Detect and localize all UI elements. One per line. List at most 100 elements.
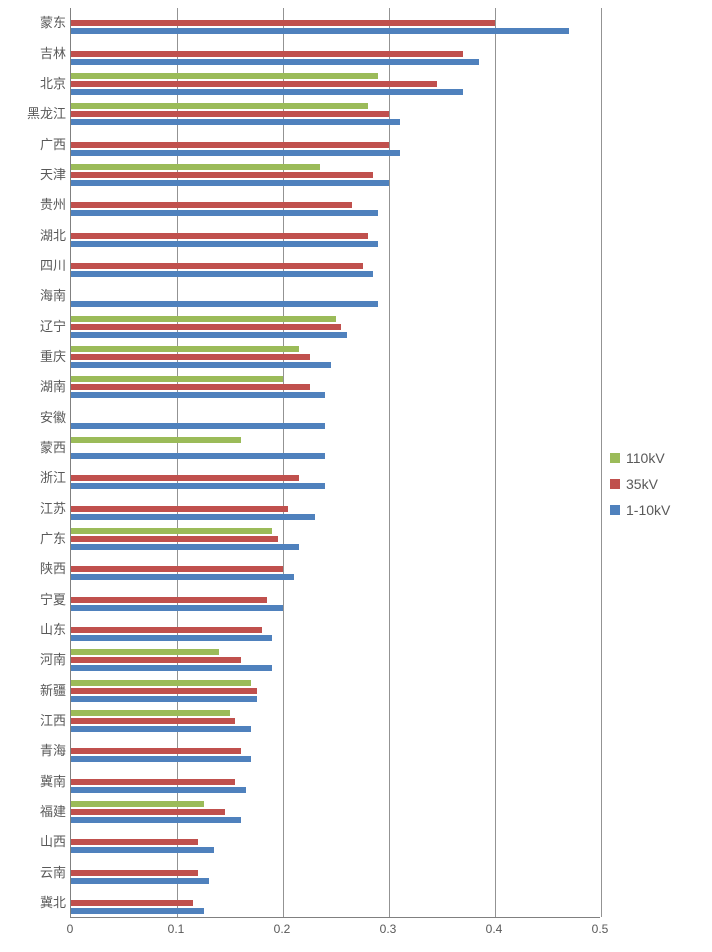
y-tick-label: 广东 — [2, 532, 66, 545]
y-tick-label: 山西 — [2, 835, 66, 848]
y-tick-label: 蒙东 — [2, 16, 66, 29]
bar — [71, 908, 204, 914]
bar — [71, 263, 363, 269]
bar — [71, 566, 283, 572]
bar — [71, 150, 400, 156]
bar — [71, 354, 310, 360]
bar — [71, 688, 257, 694]
y-tick-label: 冀南 — [2, 775, 66, 788]
x-tick-label: 0.4 — [486, 922, 503, 936]
bar — [71, 59, 479, 65]
y-tick-label: 天津 — [2, 168, 66, 181]
bar — [71, 89, 463, 95]
legend-item: 35kV — [610, 476, 670, 492]
y-tick-label: 青海 — [2, 744, 66, 757]
bar — [71, 51, 463, 57]
bar — [71, 362, 331, 368]
bar — [71, 81, 437, 87]
x-tick-label: 0.1 — [168, 922, 185, 936]
y-tick-label: 湖南 — [2, 380, 66, 393]
bar — [71, 839, 198, 845]
bar — [71, 718, 235, 724]
bar — [71, 376, 283, 382]
bar — [71, 453, 325, 459]
plot-area — [70, 8, 600, 918]
bar — [71, 202, 352, 208]
bar — [71, 506, 288, 512]
y-tick-label: 湖北 — [2, 229, 66, 242]
y-tick-label: 吉林 — [2, 47, 66, 60]
bar — [71, 20, 495, 26]
x-tick-label: 0 — [67, 922, 74, 936]
gridline — [495, 8, 496, 917]
legend-label: 35kV — [626, 476, 658, 492]
bar — [71, 172, 373, 178]
bar — [71, 627, 262, 633]
bar — [71, 483, 325, 489]
bar — [71, 180, 389, 186]
bar — [71, 649, 219, 655]
bar — [71, 635, 272, 641]
bar — [71, 597, 267, 603]
bar — [71, 392, 325, 398]
legend-swatch — [610, 479, 620, 489]
bar — [71, 544, 299, 550]
bar — [71, 324, 341, 330]
x-tick-label: 0.5 — [592, 922, 609, 936]
y-tick-label: 宁夏 — [2, 593, 66, 606]
bar — [71, 316, 336, 322]
x-tick-label: 0.2 — [274, 922, 291, 936]
bar — [71, 605, 283, 611]
gridline — [389, 8, 390, 917]
bar — [71, 574, 294, 580]
bar — [71, 665, 272, 671]
bar — [71, 423, 325, 429]
legend-swatch — [610, 505, 620, 515]
y-tick-label: 陕西 — [2, 562, 66, 575]
bar — [71, 271, 373, 277]
bar — [71, 103, 368, 109]
bar — [71, 817, 241, 823]
bar — [71, 164, 320, 170]
bar — [71, 878, 209, 884]
bar — [71, 696, 257, 702]
chart-container: 110kV35kV1-10kV 00.10.20.30.40.5蒙东吉林北京黑龙… — [0, 0, 712, 952]
y-tick-label: 安徽 — [2, 411, 66, 424]
y-tick-label: 福建 — [2, 805, 66, 818]
bar — [71, 536, 278, 542]
legend-item: 1-10kV — [610, 502, 670, 518]
y-tick-label: 冀北 — [2, 896, 66, 909]
y-tick-label: 海南 — [2, 289, 66, 302]
bar — [71, 900, 193, 906]
bar — [71, 233, 368, 239]
y-tick-label: 江苏 — [2, 502, 66, 515]
y-tick-label: 北京 — [2, 77, 66, 90]
bar — [71, 756, 251, 762]
y-tick-label: 新疆 — [2, 684, 66, 697]
bar — [71, 332, 347, 338]
bar — [71, 809, 225, 815]
bar — [71, 680, 251, 686]
gridline — [601, 8, 602, 917]
bar — [71, 726, 251, 732]
bar — [71, 657, 241, 663]
bar — [71, 437, 241, 443]
legend-label: 110kV — [626, 450, 665, 466]
bar — [71, 787, 246, 793]
bar — [71, 475, 299, 481]
bar — [71, 28, 569, 34]
bar — [71, 514, 315, 520]
legend-swatch — [610, 453, 620, 463]
y-tick-label: 江西 — [2, 714, 66, 727]
bar — [71, 119, 400, 125]
bar — [71, 301, 378, 307]
y-tick-label: 重庆 — [2, 350, 66, 363]
bar — [71, 73, 378, 79]
y-tick-label: 四川 — [2, 259, 66, 272]
y-tick-label: 黑龙江 — [2, 107, 66, 120]
bar — [71, 748, 241, 754]
bar — [71, 210, 378, 216]
bar — [71, 111, 389, 117]
bar — [71, 241, 378, 247]
y-tick-label: 山东 — [2, 623, 66, 636]
